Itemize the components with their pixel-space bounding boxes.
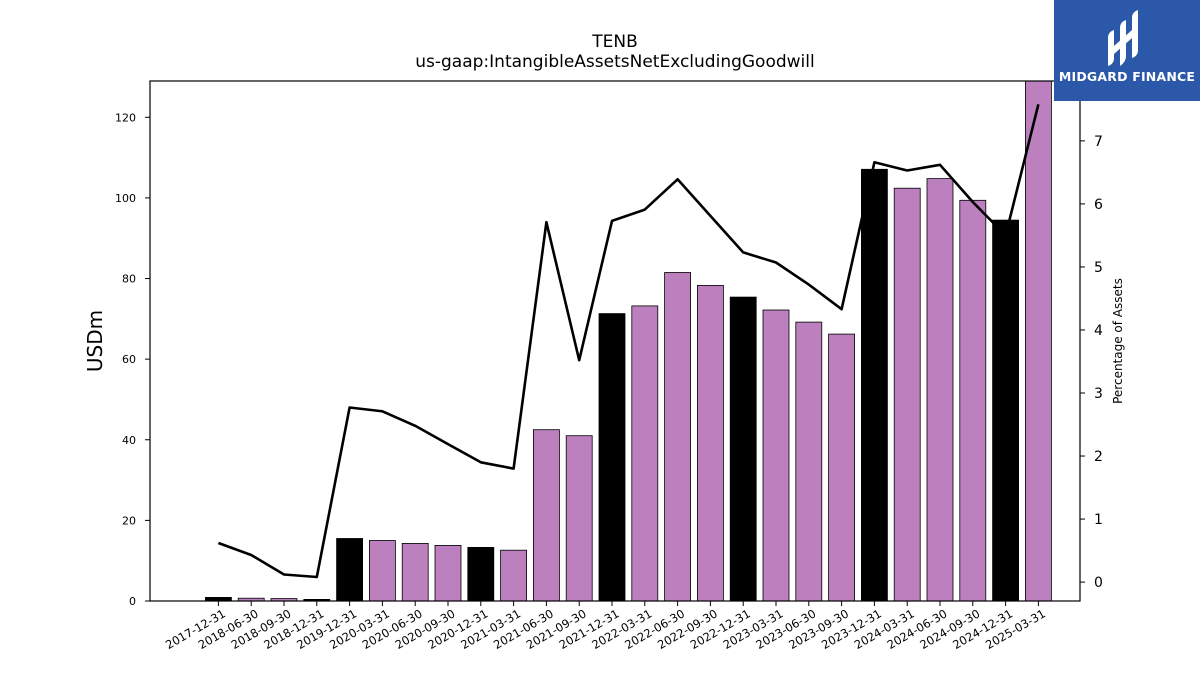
y-right-tick-label: 5 bbox=[1094, 260, 1103, 276]
y-tick-label: 100 bbox=[115, 192, 136, 205]
y-tick-label: 60 bbox=[122, 353, 136, 366]
bar bbox=[729, 296, 757, 602]
brand-name: MIDGARD FINANCE bbox=[1058, 69, 1196, 84]
bar bbox=[500, 549, 528, 602]
bar bbox=[828, 333, 855, 602]
bar bbox=[697, 284, 724, 602]
y-axis-label: USDm bbox=[83, 310, 107, 372]
y-right-tick-label: 4 bbox=[1094, 323, 1103, 339]
bar bbox=[336, 538, 364, 602]
bar bbox=[959, 199, 987, 602]
bar bbox=[992, 219, 1019, 602]
bar bbox=[631, 305, 659, 602]
y-tick-label: 40 bbox=[122, 434, 136, 447]
bar bbox=[1025, 80, 1052, 602]
bar bbox=[598, 313, 626, 602]
bar bbox=[401, 543, 429, 602]
series-line bbox=[217, 103, 1040, 579]
y-right-tick-label: 7 bbox=[1094, 134, 1103, 150]
bar bbox=[861, 168, 888, 602]
y-right-tick-label: 1 bbox=[1094, 512, 1103, 528]
bar bbox=[533, 429, 560, 602]
y-tick-label: 0 bbox=[129, 595, 136, 608]
y-tick-label: 80 bbox=[122, 273, 136, 286]
bar bbox=[795, 321, 823, 602]
plot-frame bbox=[149, 80, 1081, 602]
bar bbox=[762, 309, 790, 602]
bar bbox=[893, 187, 921, 602]
y-right-tick-label: 6 bbox=[1094, 197, 1103, 213]
bar bbox=[565, 435, 593, 602]
brand-logo: MIDGARD FINANCE bbox=[1054, 0, 1200, 101]
chart-subtitle: us-gaap:IntangibleAssetsNetExcludingGood… bbox=[415, 52, 815, 72]
bar bbox=[368, 540, 396, 602]
bar bbox=[664, 272, 691, 602]
y-tick-label: 20 bbox=[122, 514, 136, 527]
chart-title: TENB bbox=[592, 32, 638, 52]
y-right-tick-label: 3 bbox=[1094, 386, 1103, 402]
y-right-tick-label: 2 bbox=[1094, 449, 1103, 465]
y-tick-label: 120 bbox=[115, 111, 136, 124]
bar bbox=[926, 178, 954, 602]
midgard-logo-icon bbox=[1108, 10, 1138, 66]
y-right-axis-label: Percentage of Assets bbox=[1111, 278, 1125, 404]
y-right-tick-label: 0 bbox=[1094, 575, 1103, 591]
bar bbox=[434, 545, 462, 602]
bar bbox=[467, 547, 495, 602]
